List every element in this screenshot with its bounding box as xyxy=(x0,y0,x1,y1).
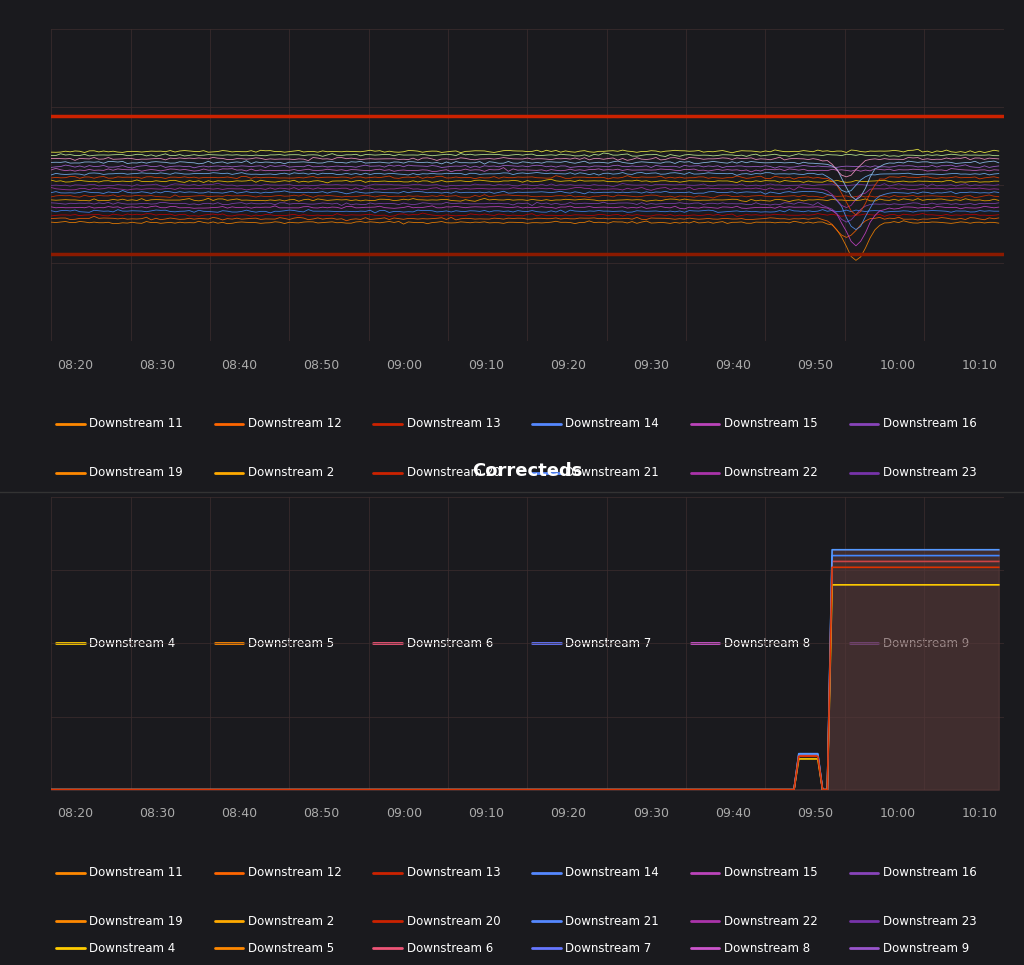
Text: 08:30: 08:30 xyxy=(139,359,175,372)
Text: Downstream 6: Downstream 6 xyxy=(407,637,493,649)
Text: Downstream 13: Downstream 13 xyxy=(407,866,501,879)
Text: Downstream 21: Downstream 21 xyxy=(565,915,659,927)
Text: Downstream 5: Downstream 5 xyxy=(248,942,334,954)
Text: Downstream 7: Downstream 7 xyxy=(565,942,651,954)
Text: Downstream 8: Downstream 8 xyxy=(724,637,810,649)
Text: Downstream 22: Downstream 22 xyxy=(724,915,818,927)
Text: Downstream 19: Downstream 19 xyxy=(89,915,183,927)
Text: 08:40: 08:40 xyxy=(221,359,258,372)
Text: Downstream 9: Downstream 9 xyxy=(883,942,969,954)
Text: 09:20: 09:20 xyxy=(551,359,587,372)
Text: Downstream 11: Downstream 11 xyxy=(89,866,183,879)
Text: 08:50: 08:50 xyxy=(304,807,340,820)
Text: Downstream 12: Downstream 12 xyxy=(248,418,342,430)
Text: 09:50: 09:50 xyxy=(797,807,834,820)
Text: Downstream 2: Downstream 2 xyxy=(248,915,334,927)
Text: 09:50: 09:50 xyxy=(797,359,834,372)
Text: 08:20: 08:20 xyxy=(57,807,93,820)
Text: Downstream 22: Downstream 22 xyxy=(724,466,818,480)
Text: Downstream 20: Downstream 20 xyxy=(407,466,501,480)
Text: Downstream 4: Downstream 4 xyxy=(89,942,175,954)
Text: 10:00: 10:00 xyxy=(880,359,915,372)
Text: 08:50: 08:50 xyxy=(304,359,340,372)
Text: Downstream 15: Downstream 15 xyxy=(724,418,818,430)
Text: Downstream 2: Downstream 2 xyxy=(248,466,334,480)
Text: Downstream 15: Downstream 15 xyxy=(724,866,818,879)
Text: ♥ Downstream Power: ♥ Downstream Power xyxy=(98,0,318,4)
Text: 09:40: 09:40 xyxy=(715,359,751,372)
Text: 09:30: 09:30 xyxy=(633,807,669,820)
Text: 09:40: 09:40 xyxy=(715,807,751,820)
Text: 09:30: 09:30 xyxy=(633,359,669,372)
Text: Downstream 16: Downstream 16 xyxy=(883,866,977,879)
Text: Downstream 14: Downstream 14 xyxy=(565,418,659,430)
Text: 10:10: 10:10 xyxy=(962,359,997,372)
Text: 09:00: 09:00 xyxy=(386,359,422,372)
Text: Downstream 5: Downstream 5 xyxy=(248,637,334,649)
Text: Downstream 21: Downstream 21 xyxy=(565,466,659,480)
Text: Downstream 16: Downstream 16 xyxy=(883,418,977,430)
Text: Downstream 4: Downstream 4 xyxy=(89,637,175,649)
Text: 10:00: 10:00 xyxy=(880,807,915,820)
Text: 08:30: 08:30 xyxy=(139,807,175,820)
Text: Downstream 14: Downstream 14 xyxy=(565,866,659,879)
Text: Downstream 7: Downstream 7 xyxy=(565,637,651,649)
Text: Correcteds: Correcteds xyxy=(472,461,583,480)
Text: 09:00: 09:00 xyxy=(386,807,422,820)
Text: Downstream 20: Downstream 20 xyxy=(407,915,501,927)
Text: Downstream 9: Downstream 9 xyxy=(883,637,969,649)
Text: ♥: ♥ xyxy=(98,0,115,4)
Text: Downstream 12: Downstream 12 xyxy=(248,866,342,879)
Text: 09:10: 09:10 xyxy=(468,807,504,820)
Text: Downstream 13: Downstream 13 xyxy=(407,418,501,430)
Text: 08:20: 08:20 xyxy=(57,359,93,372)
Text: 09:10: 09:10 xyxy=(468,359,504,372)
Text: Downstream 8: Downstream 8 xyxy=(724,942,810,954)
Text: 10:10: 10:10 xyxy=(962,807,997,820)
Text: Downstream 23: Downstream 23 xyxy=(883,466,977,480)
Text: Downstream 11: Downstream 11 xyxy=(89,418,183,430)
Text: 09:20: 09:20 xyxy=(551,807,587,820)
Text: Downstream 19: Downstream 19 xyxy=(89,466,183,480)
Text: Downstream 23: Downstream 23 xyxy=(883,915,977,927)
Text: 08:40: 08:40 xyxy=(221,807,258,820)
Text: Downstream 6: Downstream 6 xyxy=(407,942,493,954)
